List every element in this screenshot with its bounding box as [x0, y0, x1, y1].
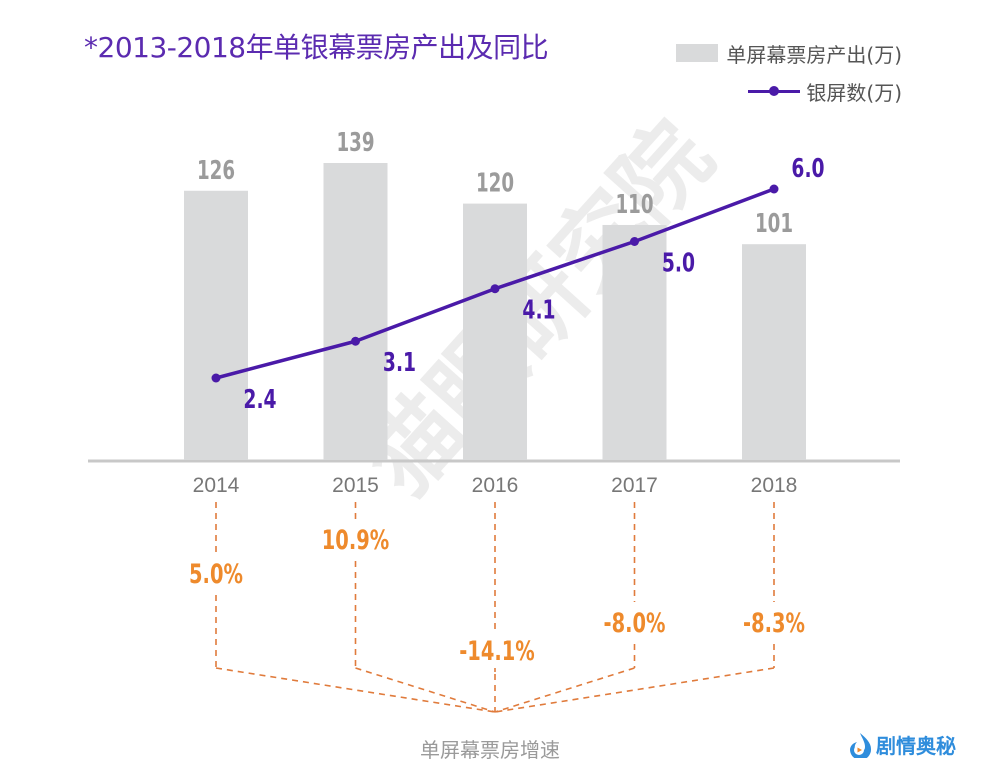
bar-value-label: 139	[336, 128, 374, 158]
legend: 单屏幕票房产出(万) 银屏数(万)	[676, 34, 902, 110]
growth-caption: 单屏幕票房增速	[420, 738, 560, 762]
growth-value-label: -14.1%	[459, 635, 534, 667]
screen-count-point	[490, 284, 500, 294]
legend-item-line: 银屏数(万)	[676, 72, 902, 110]
bar-value-label: 110	[615, 190, 653, 220]
chart-title: *2013-2018年单银幕票房产出及同比	[84, 31, 549, 64]
screen-count-point	[769, 184, 779, 194]
line-value-label: 4.1	[522, 296, 555, 326]
legend-line-swatch	[748, 82, 801, 100]
bar-2017	[602, 224, 667, 460]
growth-value-label: -8.3%	[743, 607, 805, 639]
growth-connector	[494, 667, 635, 713]
line-value-label: 5.0	[662, 249, 695, 279]
growth-connector	[494, 667, 775, 713]
legend-item-bar: 单屏幕票房产出(万)	[676, 34, 902, 72]
x-tick-label: 2015	[332, 474, 379, 497]
line-value-label: 6.0	[791, 154, 824, 184]
bar-2018	[742, 244, 806, 460]
x-tick-label: 2017	[611, 474, 658, 497]
growth-value-label: 10.9%	[322, 524, 389, 556]
legend-line-label: 银屏数(万)	[806, 80, 902, 105]
bar-2016	[463, 203, 527, 461]
bar-2014	[184, 190, 248, 460]
x-tick-label: 2018	[751, 474, 798, 497]
line-value-label: 3.1	[383, 348, 416, 378]
bar-value-label: 126	[197, 155, 235, 185]
bar-2015	[323, 163, 388, 460]
x-tick-label: 2016	[472, 474, 519, 497]
legend-bar-swatch	[676, 44, 719, 62]
line-value-label: 2.4	[243, 385, 276, 415]
brand-logo: 剧情奥秘	[848, 730, 956, 759]
growth-value-label: 5.0%	[189, 558, 243, 590]
growth-connector	[215, 667, 496, 713]
bar-value-label: 101	[755, 209, 793, 239]
brand-name: 剧情奥秘	[876, 734, 956, 758]
legend-bar-label: 单屏幕票房产出(万)	[726, 42, 902, 67]
growth-value-label: -8.0%	[604, 607, 666, 639]
bar-value-label: 120	[476, 168, 514, 198]
screen-count-point	[630, 237, 639, 246]
screen-count-point	[351, 336, 360, 346]
growth-connector	[355, 667, 496, 713]
screen-count-point	[211, 373, 221, 383]
x-tick-label: 2014	[193, 474, 240, 497]
play-drop-icon	[850, 732, 872, 758]
